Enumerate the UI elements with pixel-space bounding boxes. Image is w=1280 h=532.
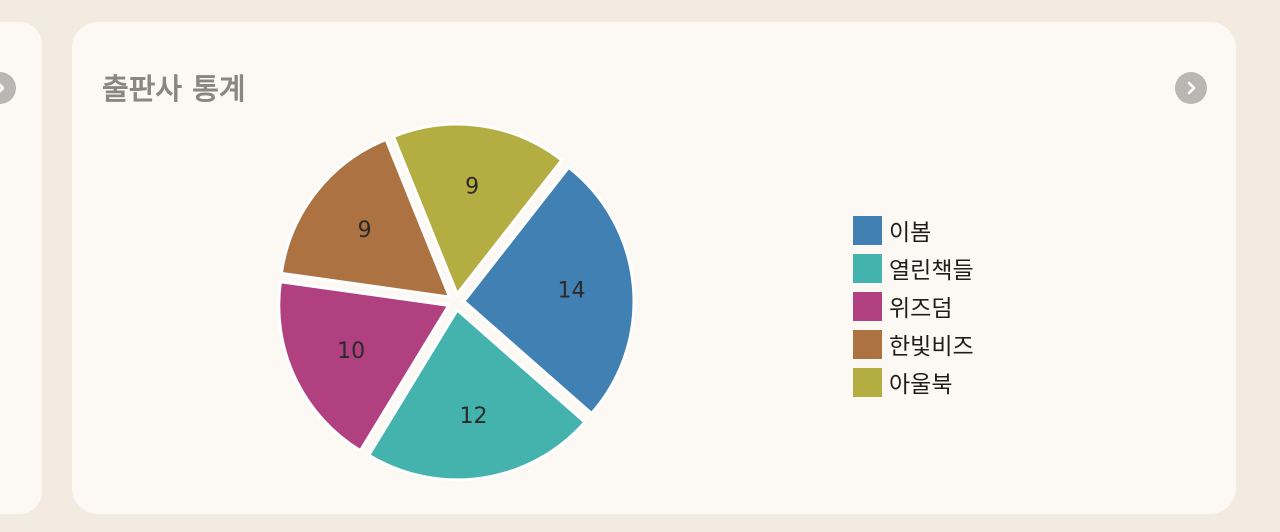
pie-slice[interactable] [279,137,453,299]
legend-label: 한빛비즈 [889,334,974,360]
chevron-right-icon [0,83,5,93]
legend-item[interactable]: 열린책들 [853,249,1053,287]
legend-item[interactable]: 이봄 [853,211,1053,249]
legend-swatch [853,253,882,283]
legend-label: 이봄 [889,220,932,246]
chevron-right-icon [1187,81,1196,95]
previous-card-next-button[interactable] [0,72,16,104]
legend-swatch [853,215,882,245]
publisher-stats-card: 출판사 통계 [72,22,1236,514]
legend-item[interactable]: 한빛비즈 [853,325,1053,363]
legend-swatch [853,329,882,359]
pie-slice[interactable] [366,307,587,482]
legend-label: 아울북 [889,372,953,398]
pie-slice[interactable] [391,122,564,298]
previous-card [0,22,42,514]
legend-label: 열린책들 [889,258,974,284]
legend-swatch [853,367,882,397]
next-button[interactable] [1175,72,1207,104]
card-title: 출판사 통계 [102,72,246,106]
legend-item[interactable]: 아울북 [853,363,1053,401]
legend-swatch [853,291,882,321]
pie-slice[interactable] [461,165,636,416]
pie-slice[interactable] [277,280,452,453]
legend-item[interactable]: 위즈덤 [853,287,1053,325]
legend-label: 위즈덤 [889,296,953,322]
